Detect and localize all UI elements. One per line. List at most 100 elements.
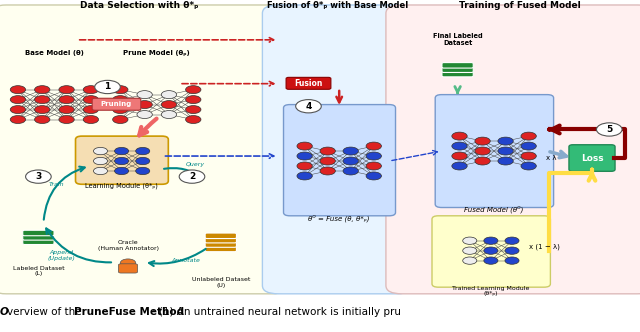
Circle shape: [186, 116, 201, 124]
Circle shape: [59, 96, 74, 104]
Text: Pruning: Pruning: [101, 101, 132, 107]
FancyBboxPatch shape: [435, 95, 554, 208]
FancyBboxPatch shape: [118, 264, 138, 273]
Circle shape: [93, 147, 108, 155]
Circle shape: [10, 96, 26, 104]
Circle shape: [26, 170, 51, 183]
Text: 3: 3: [35, 172, 42, 181]
FancyBboxPatch shape: [76, 136, 168, 184]
Circle shape: [320, 147, 335, 155]
Circle shape: [343, 157, 358, 165]
Circle shape: [137, 101, 152, 109]
FancyBboxPatch shape: [205, 242, 236, 247]
Circle shape: [10, 106, 26, 114]
Circle shape: [10, 116, 26, 124]
Circle shape: [136, 157, 150, 165]
Text: Unlabeled Dataset
(U): Unlabeled Dataset (U): [191, 277, 250, 288]
Circle shape: [521, 152, 536, 160]
Text: Final Labeled
Dataset: Final Labeled Dataset: [433, 34, 483, 46]
Circle shape: [452, 162, 467, 170]
Circle shape: [498, 137, 513, 145]
Circle shape: [115, 157, 129, 165]
Text: Fusion of θ*ₚ with Base Model: Fusion of θ*ₚ with Base Model: [267, 1, 408, 10]
Circle shape: [35, 86, 50, 94]
Circle shape: [136, 147, 150, 155]
Circle shape: [505, 237, 519, 244]
Circle shape: [366, 162, 381, 170]
Text: verview of the: verview of the: [8, 307, 85, 317]
Circle shape: [93, 157, 108, 165]
Text: 1: 1: [104, 82, 111, 92]
Text: Append
(Update): Append (Update): [47, 250, 76, 261]
Circle shape: [366, 142, 381, 150]
Circle shape: [505, 257, 519, 264]
Circle shape: [83, 106, 99, 114]
Circle shape: [113, 86, 128, 94]
Text: Data Selection with θ*ₚ: Data Selection with θ*ₚ: [80, 1, 198, 10]
Circle shape: [505, 247, 519, 254]
Circle shape: [521, 142, 536, 150]
Circle shape: [475, 157, 490, 165]
Circle shape: [498, 157, 513, 165]
Circle shape: [366, 172, 381, 180]
Circle shape: [343, 147, 358, 155]
Text: Fusion: Fusion: [294, 79, 323, 88]
Circle shape: [136, 167, 150, 175]
Text: Train: Train: [49, 182, 64, 187]
FancyBboxPatch shape: [432, 216, 550, 287]
Circle shape: [93, 167, 108, 175]
Circle shape: [120, 259, 136, 267]
Circle shape: [452, 152, 467, 160]
Circle shape: [186, 96, 201, 104]
Circle shape: [113, 96, 128, 104]
Text: Fused Model (θᴼ): Fused Model (θᴼ): [465, 206, 524, 213]
Circle shape: [521, 162, 536, 170]
Circle shape: [35, 116, 50, 124]
FancyBboxPatch shape: [386, 5, 640, 294]
Text: Loss: Loss: [580, 153, 604, 163]
Text: x (1 − λ): x (1 − λ): [529, 243, 560, 250]
Circle shape: [59, 86, 74, 94]
Circle shape: [297, 142, 312, 150]
Circle shape: [95, 80, 120, 94]
FancyBboxPatch shape: [286, 77, 331, 89]
Circle shape: [596, 123, 622, 136]
Text: Prune Model (θₚ): Prune Model (θₚ): [124, 50, 190, 56]
FancyBboxPatch shape: [0, 5, 288, 294]
Circle shape: [484, 257, 498, 264]
Circle shape: [297, 162, 312, 170]
Circle shape: [343, 167, 358, 175]
FancyBboxPatch shape: [92, 98, 141, 110]
Circle shape: [297, 172, 312, 180]
Text: Labeled Dataset
(L): Labeled Dataset (L): [13, 266, 64, 277]
FancyBboxPatch shape: [442, 71, 473, 77]
FancyBboxPatch shape: [205, 246, 236, 252]
Circle shape: [498, 147, 513, 155]
Circle shape: [484, 247, 498, 254]
Circle shape: [186, 106, 201, 114]
Circle shape: [320, 167, 335, 175]
Circle shape: [59, 116, 74, 124]
FancyBboxPatch shape: [442, 63, 473, 68]
Circle shape: [296, 100, 321, 113]
Circle shape: [475, 137, 490, 145]
Circle shape: [113, 106, 128, 114]
FancyBboxPatch shape: [205, 233, 236, 238]
Circle shape: [83, 96, 99, 104]
Text: Training of Fused Model: Training of Fused Model: [459, 1, 580, 10]
Text: 5: 5: [606, 125, 612, 134]
Circle shape: [179, 170, 205, 183]
Circle shape: [137, 111, 152, 119]
FancyBboxPatch shape: [23, 230, 54, 236]
FancyBboxPatch shape: [569, 145, 615, 171]
Text: Query: Query: [186, 162, 205, 167]
Circle shape: [297, 152, 312, 160]
Circle shape: [35, 96, 50, 104]
Circle shape: [83, 116, 99, 124]
Text: Annotate: Annotate: [171, 258, 200, 263]
Circle shape: [161, 101, 177, 109]
Circle shape: [463, 237, 477, 244]
Circle shape: [452, 142, 467, 150]
Circle shape: [521, 132, 536, 140]
FancyBboxPatch shape: [23, 235, 54, 240]
